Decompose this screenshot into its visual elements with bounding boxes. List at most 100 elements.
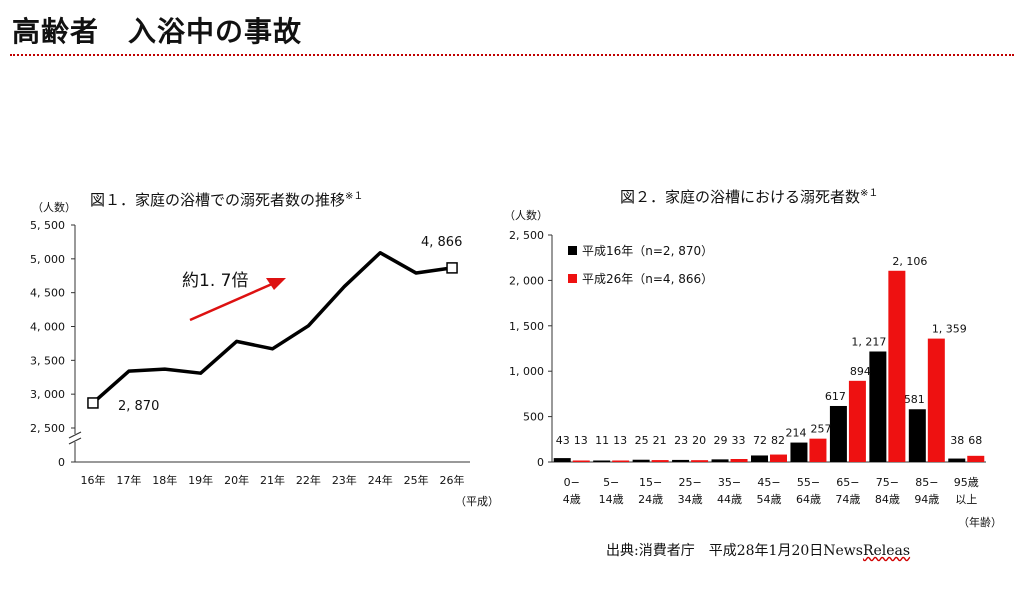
chart1-series-line	[91, 250, 453, 405]
chart1-x-tick-label: 16年	[80, 473, 105, 487]
chart2-y-tick-label: 1, 500	[509, 320, 544, 333]
chart2-x-tick-label: 95歳	[954, 476, 979, 489]
chart1-x-axis-label: （平成）	[455, 495, 499, 508]
chart2-x-tick-label: 65−	[836, 476, 859, 489]
chart2-data-label-h16: 38	[950, 434, 964, 447]
chart2-y-tick-label: 1, 000	[509, 365, 544, 378]
chart2-x-tick-label: 以上	[955, 493, 977, 506]
chart2-x-tick-label: 25−	[678, 476, 701, 489]
chart2-y-tick-label: 2, 000	[509, 274, 544, 287]
chart1-growth-label: 約1. 7倍	[182, 271, 248, 291]
chart2-bar-h26	[691, 460, 709, 462]
chart2-bar-h26	[809, 438, 827, 462]
chart2-y-tick-label: 0	[537, 456, 544, 469]
chart2-bar-h16	[632, 459, 650, 462]
chart1-y-tick-label: 0	[58, 456, 65, 469]
chart2-bar-h16	[829, 405, 847, 462]
source-prefix: 出典:消費者庁 平成28年1月20日News	[606, 543, 863, 559]
chart2-x-tick-label: 54歳	[757, 493, 782, 506]
chart2-data-label-h26: 33	[732, 434, 746, 447]
chart2-legend: 平成16年（n=2, 870） 平成26年（n=4, 866）	[568, 244, 713, 286]
legend-swatch-h16	[568, 246, 577, 255]
chart2-x-tick-label: 14歳	[599, 493, 624, 506]
chart1-axis-break-mark	[68, 437, 82, 445]
chart1-y-tick-label: 5, 000	[30, 253, 65, 266]
chart2-bar-h26	[612, 460, 630, 462]
chart1-x-tick-label: 25年	[404, 473, 429, 487]
chart2-bar-h16	[790, 442, 808, 462]
chart2-x-axis-label: （年齢）	[958, 515, 1002, 529]
chart1-x-tick-label: 22年	[296, 473, 321, 487]
chart2-data-label-h26: 1, 359	[932, 323, 967, 336]
page-title: 高齢者 入浴中の事故	[12, 15, 303, 48]
chart1-growth-arrow	[189, 282, 273, 322]
source-citation: 出典:消費者庁 平成28年1月20日NewsReleas	[606, 540, 910, 560]
chart2-data-label-h16: 214	[785, 427, 806, 440]
source-suffix: Releas	[862, 543, 911, 559]
chart1-y-axis-label: （人数）	[32, 201, 76, 214]
chart1-x-tick-label: 17年	[116, 473, 141, 487]
chart2-data-label-h26: 68	[968, 434, 982, 447]
chart2-data-label-h26: 20	[692, 434, 706, 447]
chart2-x-tick-label: 45−	[757, 476, 780, 489]
chart2-x-tick-label: 74歳	[835, 493, 860, 506]
chart1-growth-arrowhead	[266, 278, 286, 290]
chart2-x-tick-label: 34歳	[678, 493, 703, 506]
chart2-bar-h16	[908, 409, 926, 462]
chart2-bar-h16	[711, 459, 729, 462]
chart2-x-tick-label: 44歳	[717, 493, 742, 506]
chart2-data-label-h26: 13	[574, 434, 588, 447]
chart2-data-label-h16: 1, 217	[851, 335, 886, 348]
chart1-annotation-end: 4, 866	[421, 235, 462, 250]
chart2-bar-h26	[967, 455, 985, 462]
chart2-data-label-h26: 257	[810, 423, 831, 436]
legend-label-h26: 平成26年（n=4, 866）	[582, 272, 713, 286]
chart2-data-label-h16: 25	[635, 434, 649, 447]
chart2-x-tick-label: 0−	[564, 476, 580, 489]
chart2-x-tick-label: 64歳	[796, 493, 821, 506]
chart1-point	[446, 262, 458, 274]
chart1-x-tick-label: 18年	[152, 473, 177, 487]
chart2-y-tick-label: 2, 500	[509, 229, 544, 242]
chart2-data-label-h16: 617	[825, 390, 846, 403]
chart2-bar-h16	[948, 458, 966, 462]
chart2-bar-h26	[770, 454, 787, 462]
chart2-data-label-h16: 11	[595, 434, 609, 447]
chart1-y-tick-label: 3, 500	[30, 354, 65, 367]
chart2-data-label-h16: 43	[556, 434, 570, 447]
chart1-y-tick-label: 3, 000	[30, 388, 65, 401]
chart2-data-label-h16: 72	[753, 434, 767, 447]
chart2-data-label-h16: 29	[714, 434, 728, 447]
chart2-data-label-h26: 894	[850, 365, 871, 378]
chart2-title: 図２．家庭の浴槽における溺死者数※１	[620, 188, 878, 206]
bar-chart-drowning-by-age: 図２．家庭の浴槽における溺死者数※１ （人数） （年齢） 平成16年（n=2, …	[504, 188, 1002, 529]
chart1-x-tick-label: 24年	[368, 473, 393, 487]
chart2-data-label-h26: 82	[771, 434, 785, 447]
chart2-x-tick-label: 5−	[603, 476, 619, 489]
chart2-data-label-h26: 13	[613, 434, 627, 447]
line-chart-drowning-trend: 図１．家庭の浴槽での溺死者数の推移※１ （人数） （平成） 0 2, 500 3, …	[30, 191, 499, 508]
chart1-y-tick-label: 2, 500	[30, 422, 65, 435]
chart2-y-tick-label: 500	[523, 411, 544, 424]
chart1-x-tick-label: 21年	[260, 473, 285, 487]
chart1-x-tick-label: 20年	[224, 473, 249, 487]
chart1-y-tick-label: 4, 000	[30, 321, 65, 334]
title-divider	[10, 54, 1014, 56]
chart1-y-tick-label: 5, 500	[30, 219, 65, 232]
chart2-bar-h26	[848, 380, 866, 462]
chart1-x-tick-label: 26年	[440, 473, 465, 487]
chart2-x-tick-label: 85−	[915, 476, 938, 489]
chart2-x-tick-label: 4歳	[563, 493, 581, 506]
chart1-y-tick-label: 4, 500	[30, 287, 65, 300]
chart2-x-tick-label: 55−	[797, 476, 820, 489]
chart1-x-tick-label: 23年	[332, 473, 357, 487]
chart2-bar-h16	[553, 458, 571, 462]
chart2-bar-h26	[730, 459, 748, 462]
chart1-point	[87, 397, 99, 409]
chart2-data-label-h26: 21	[653, 434, 667, 447]
chart2-bar-h16	[593, 460, 611, 462]
chart2-bar-h16	[672, 459, 690, 462]
legend-label-h16: 平成16年（n=2, 870）	[582, 244, 713, 258]
chart1-annotation-start: 2, 870	[118, 399, 159, 414]
chart2-x-tick-label: 75−	[876, 476, 899, 489]
